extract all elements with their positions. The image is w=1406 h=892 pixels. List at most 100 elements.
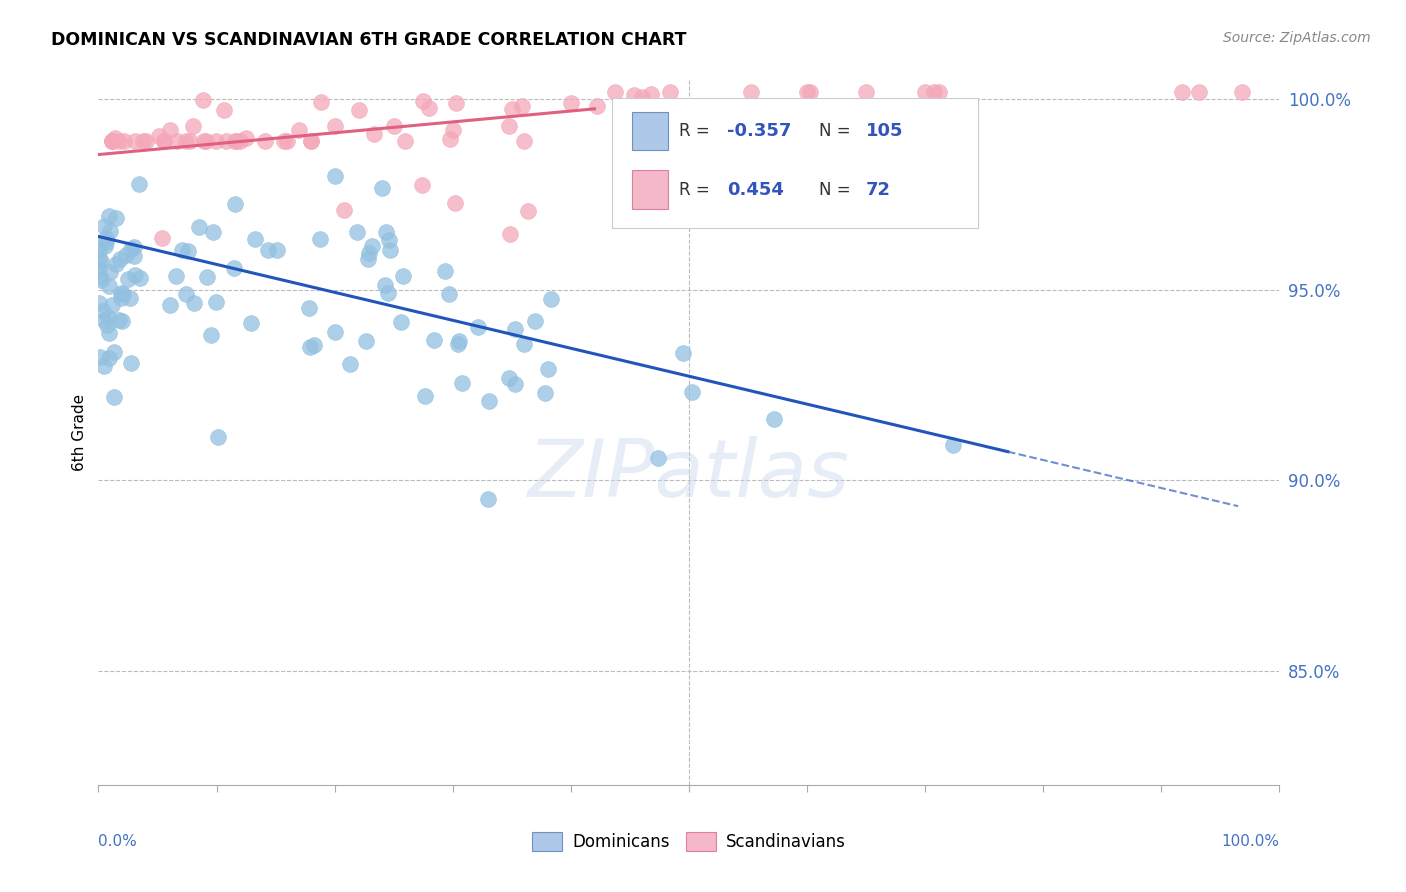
Point (204, 295, 226, 310)
Point (423, 333, 446, 347)
Point (1188, 85, 1211, 99)
Point (103, 344, 125, 359)
Point (110, 291, 132, 305)
Point (181, 120, 204, 134)
Point (437, 286, 460, 301)
Point (266, 243, 288, 257)
Point (389, 315, 412, 329)
Point (128, 177, 150, 191)
Point (87, 252, 110, 266)
Point (93, 219, 115, 234)
Point (98, 210, 121, 224)
Text: ZIPatlas: ZIPatlas (527, 436, 851, 514)
Point (533, 386, 555, 401)
Point (195, 134, 218, 148)
Point (323, 325, 346, 339)
Point (371, 180, 394, 194)
Point (174, 134, 197, 148)
Point (378, 243, 401, 257)
Point (441, 123, 464, 137)
Point (235, 131, 257, 145)
Point (87, 243, 110, 257)
Point (98, 265, 121, 279)
Point (96, 235, 118, 249)
Point (224, 134, 246, 148)
Point (148, 128, 170, 143)
Text: 72: 72 (866, 180, 891, 199)
Point (288, 122, 311, 136)
Point (193, 134, 215, 148)
Point (93, 313, 115, 327)
Point (159, 122, 181, 136)
Point (323, 119, 346, 133)
Point (928, 85, 950, 99)
Point (98, 224, 121, 238)
Text: R =: R = (679, 122, 716, 140)
Point (467, 320, 489, 334)
Point (681, 384, 703, 399)
FancyBboxPatch shape (612, 98, 979, 228)
Text: DOMINICAN VS SCANDINAVIAN 6TH GRADE CORRELATION CHART: DOMINICAN VS SCANDINAVIAN 6TH GRADE CORR… (51, 31, 686, 49)
Point (117, 272, 139, 286)
Point (104, 257, 127, 271)
Point (499, 227, 522, 241)
Point (276, 134, 298, 148)
Point (191, 93, 214, 107)
Point (159, 297, 181, 311)
Point (200, 328, 222, 343)
Point (447, 336, 470, 351)
Point (498, 370, 520, 384)
Point (152, 134, 174, 148)
Point (357, 245, 380, 260)
Point (855, 85, 877, 99)
Point (411, 178, 433, 193)
Point (503, 322, 526, 336)
Point (224, 197, 246, 211)
Point (245, 232, 267, 246)
Point (922, 85, 945, 99)
Point (212, 103, 235, 117)
Point (183, 295, 205, 310)
Point (942, 438, 965, 452)
Text: 100.0%: 100.0% (1222, 834, 1279, 849)
Point (101, 298, 124, 312)
Point (174, 286, 197, 301)
Point (101, 134, 124, 148)
Point (517, 203, 540, 218)
Text: 105: 105 (866, 122, 904, 140)
Point (349, 103, 371, 118)
Point (87, 295, 110, 310)
Point (560, 95, 582, 110)
Point (202, 225, 225, 239)
Point (93, 359, 115, 373)
Point (412, 94, 434, 108)
Point (510, 99, 533, 113)
Point (207, 430, 229, 444)
Point (444, 196, 467, 211)
Point (177, 244, 200, 258)
Point (478, 393, 501, 408)
Point (135, 134, 157, 148)
Point (394, 134, 416, 148)
Point (97, 278, 120, 293)
Point (603, 85, 626, 99)
Point (672, 346, 695, 360)
Point (166, 134, 188, 148)
Point (225, 134, 247, 148)
Point (96, 318, 118, 332)
Point (626, 105, 648, 120)
Point (513, 336, 536, 351)
Point (93, 304, 115, 318)
Point (377, 286, 399, 301)
Point (229, 134, 252, 148)
Point (90, 253, 112, 268)
Text: Source: ZipAtlas.com: Source: ZipAtlas.com (1223, 31, 1371, 45)
Point (120, 243, 142, 257)
Point (630, 89, 652, 103)
Point (101, 134, 124, 148)
Bar (633, 170, 668, 209)
Point (122, 240, 145, 254)
Point (97, 310, 120, 324)
Text: -0.357: -0.357 (727, 122, 792, 140)
Point (323, 169, 346, 183)
